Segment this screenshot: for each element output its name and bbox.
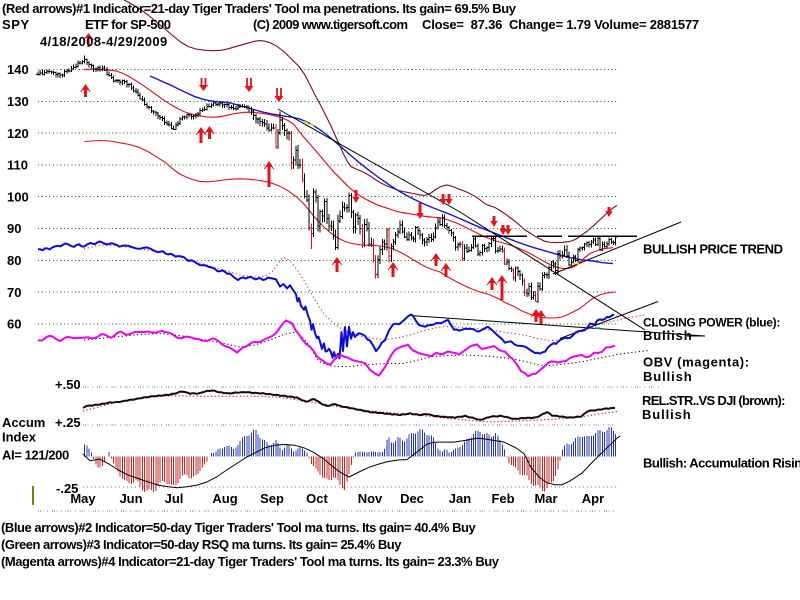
svg-text:90: 90: [7, 221, 21, 236]
svg-text:SPY: SPY: [2, 17, 30, 32]
svg-text:AI= 121/200: AI= 121/200: [2, 448, 69, 463]
svg-text:-.25: -.25: [56, 481, 78, 496]
svg-text:Bullish: Bullish: [643, 328, 693, 343]
svg-text:120: 120: [7, 126, 29, 141]
svg-text:Aug: Aug: [212, 491, 237, 506]
svg-text:Bullish: Accumulation Rising: Bullish: Accumulation Rising: [643, 456, 800, 471]
svg-text:140: 140: [7, 62, 29, 77]
svg-text:(Red arrows)#1 Indicator=21-da: (Red arrows)#1 Indicator=21-day Tiger Tr…: [2, 1, 517, 16]
svg-text:Feb: Feb: [491, 491, 514, 506]
svg-text:Close= 87.36 Change= 1.79 Vo: Close= 87.36 Change= 1.79 Volume= 288157…: [422, 17, 699, 32]
svg-text:(C) 2009 www.tigersoft.com: (C) 2009 www.tigersoft.com: [253, 17, 407, 32]
svg-text:Jul: Jul: [165, 491, 184, 506]
svg-text:+.50: +.50: [55, 377, 81, 392]
svg-text:Nov: Nov: [358, 491, 383, 506]
svg-text:BULLISH PRICE TREND: BULLISH PRICE TREND: [643, 242, 783, 257]
svg-text:Apr: Apr: [582, 491, 604, 506]
svg-text:70: 70: [7, 285, 21, 300]
svg-text:OBV (magenta):: OBV (magenta):: [643, 355, 750, 370]
svg-text:Jun: Jun: [119, 491, 142, 506]
svg-text:4/18/2008-4/29/2009: 4/18/2008-4/29/2009: [40, 34, 168, 49]
svg-text:Accum: Accum: [2, 415, 45, 430]
svg-text:ETF for SP-500: ETF for SP-500: [85, 17, 171, 32]
svg-text:80: 80: [7, 253, 21, 268]
svg-text:Bullish: Bullish: [642, 407, 692, 422]
svg-text:May: May: [70, 491, 96, 506]
svg-text:110: 110: [7, 158, 28, 173]
svg-text:(Magenta arrows)#4 Indicator=2: (Magenta arrows)#4 Indicator=21-day Tige…: [1, 554, 500, 569]
svg-text:(Blue arrows)#2 Indicator=50-d: (Blue arrows)#2 Indicator=50-day Tiger T…: [1, 520, 477, 535]
svg-text:REL.STR..VS DJI (brown):: REL.STR..VS DJI (brown):: [642, 393, 785, 408]
svg-text:+.25: +.25: [55, 415, 81, 430]
svg-text:130: 130: [7, 94, 29, 109]
svg-text:Sep: Sep: [260, 491, 284, 506]
svg-text:CLOSING POWER (blue):: CLOSING POWER (blue):: [643, 316, 780, 330]
svg-text:60: 60: [7, 317, 21, 332]
svg-text:Oct: Oct: [306, 491, 328, 506]
svg-text:(Green arrows)#3 Indicator=50-: (Green arrows)#3 Indicator=50-day RSQ ma…: [1, 537, 402, 552]
svg-text:Jan: Jan: [449, 491, 471, 506]
svg-text:Mar: Mar: [534, 491, 557, 506]
svg-text:Bullish: Bullish: [643, 369, 693, 384]
svg-text:Index: Index: [2, 430, 37, 445]
svg-text:100: 100: [7, 189, 29, 204]
svg-text:Dec: Dec: [400, 491, 424, 506]
